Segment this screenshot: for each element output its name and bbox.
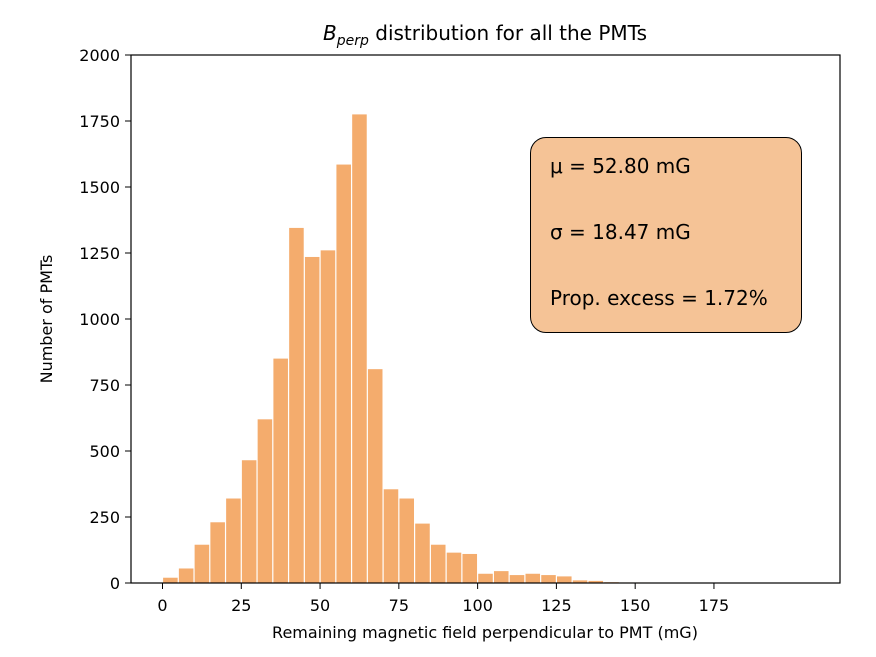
histogram-bar	[415, 523, 430, 583]
histogram-bar	[399, 498, 414, 583]
mean-label: μ = 52.80 mG	[550, 154, 691, 178]
histogram-bar	[446, 552, 462, 583]
y-tick-label: 1750	[79, 112, 120, 131]
histogram-bar	[367, 369, 383, 583]
histogram-bar	[572, 580, 588, 583]
y-tick-label: 1250	[79, 244, 120, 263]
histogram-bar	[509, 575, 525, 583]
y-tick-label: 250	[89, 508, 120, 527]
histogram-bar	[210, 522, 225, 583]
bars-group	[163, 114, 793, 584]
y-axis: 0 250 500 750 1000 1250 1500 1750 2000	[79, 46, 131, 593]
histogram-bar	[462, 553, 478, 583]
x-tick-label: 50	[310, 596, 330, 615]
histogram-bar	[493, 571, 509, 583]
histogram-bar	[320, 250, 336, 584]
histogram-bar	[430, 544, 446, 583]
x-tick-label: 100	[462, 596, 493, 615]
y-tick-label: 0	[110, 574, 120, 593]
x-tick-label: 75	[389, 596, 409, 615]
histogram-bar	[557, 576, 572, 583]
y-tick-label: 2000	[79, 46, 120, 65]
histogram-bar	[241, 460, 257, 583]
histogram-bar	[226, 498, 241, 583]
histogram-bar	[383, 489, 399, 583]
x-tick-label: 175	[699, 596, 730, 615]
histogram-bar	[273, 358, 288, 583]
sigma-label: σ = 18.47 mG	[550, 220, 691, 244]
y-tick-label: 1000	[79, 310, 120, 329]
x-tick-label: 0	[157, 596, 167, 615]
y-tick-label: 500	[89, 442, 120, 461]
x-axis: 0 25 50 75 100 125 150 175	[157, 583, 729, 615]
histogram-bar	[257, 419, 273, 583]
histogram-bar	[588, 580, 604, 583]
histogram-bar	[163, 577, 178, 583]
histogram-bar	[178, 568, 194, 583]
histogram-bar	[478, 573, 493, 583]
histogram-bar	[541, 575, 556, 583]
y-axis-label: Number of PMTs	[37, 255, 56, 384]
chart-title: Bperp distribution for all the PMTs	[323, 21, 647, 49]
stats-annotation-box: μ = 52.80 mG σ = 18.47 mG Prop. excess =…	[530, 137, 802, 333]
histogram-bar	[352, 114, 367, 584]
histogram-bar	[289, 227, 304, 584]
x-tick-label: 25	[231, 596, 251, 615]
excess-label: Prop. excess = 1.72%	[550, 286, 768, 310]
y-tick-label: 750	[89, 376, 120, 395]
histogram-bar	[336, 164, 351, 583]
histogram-bar	[525, 573, 541, 583]
x-axis-label: Remaining magnetic field perpendicular t…	[272, 623, 698, 642]
y-tick-label: 1500	[79, 178, 120, 197]
histogram-bar	[304, 256, 320, 583]
x-tick-label: 125	[541, 596, 572, 615]
x-tick-label: 150	[620, 596, 651, 615]
histogram-bar	[194, 544, 210, 583]
